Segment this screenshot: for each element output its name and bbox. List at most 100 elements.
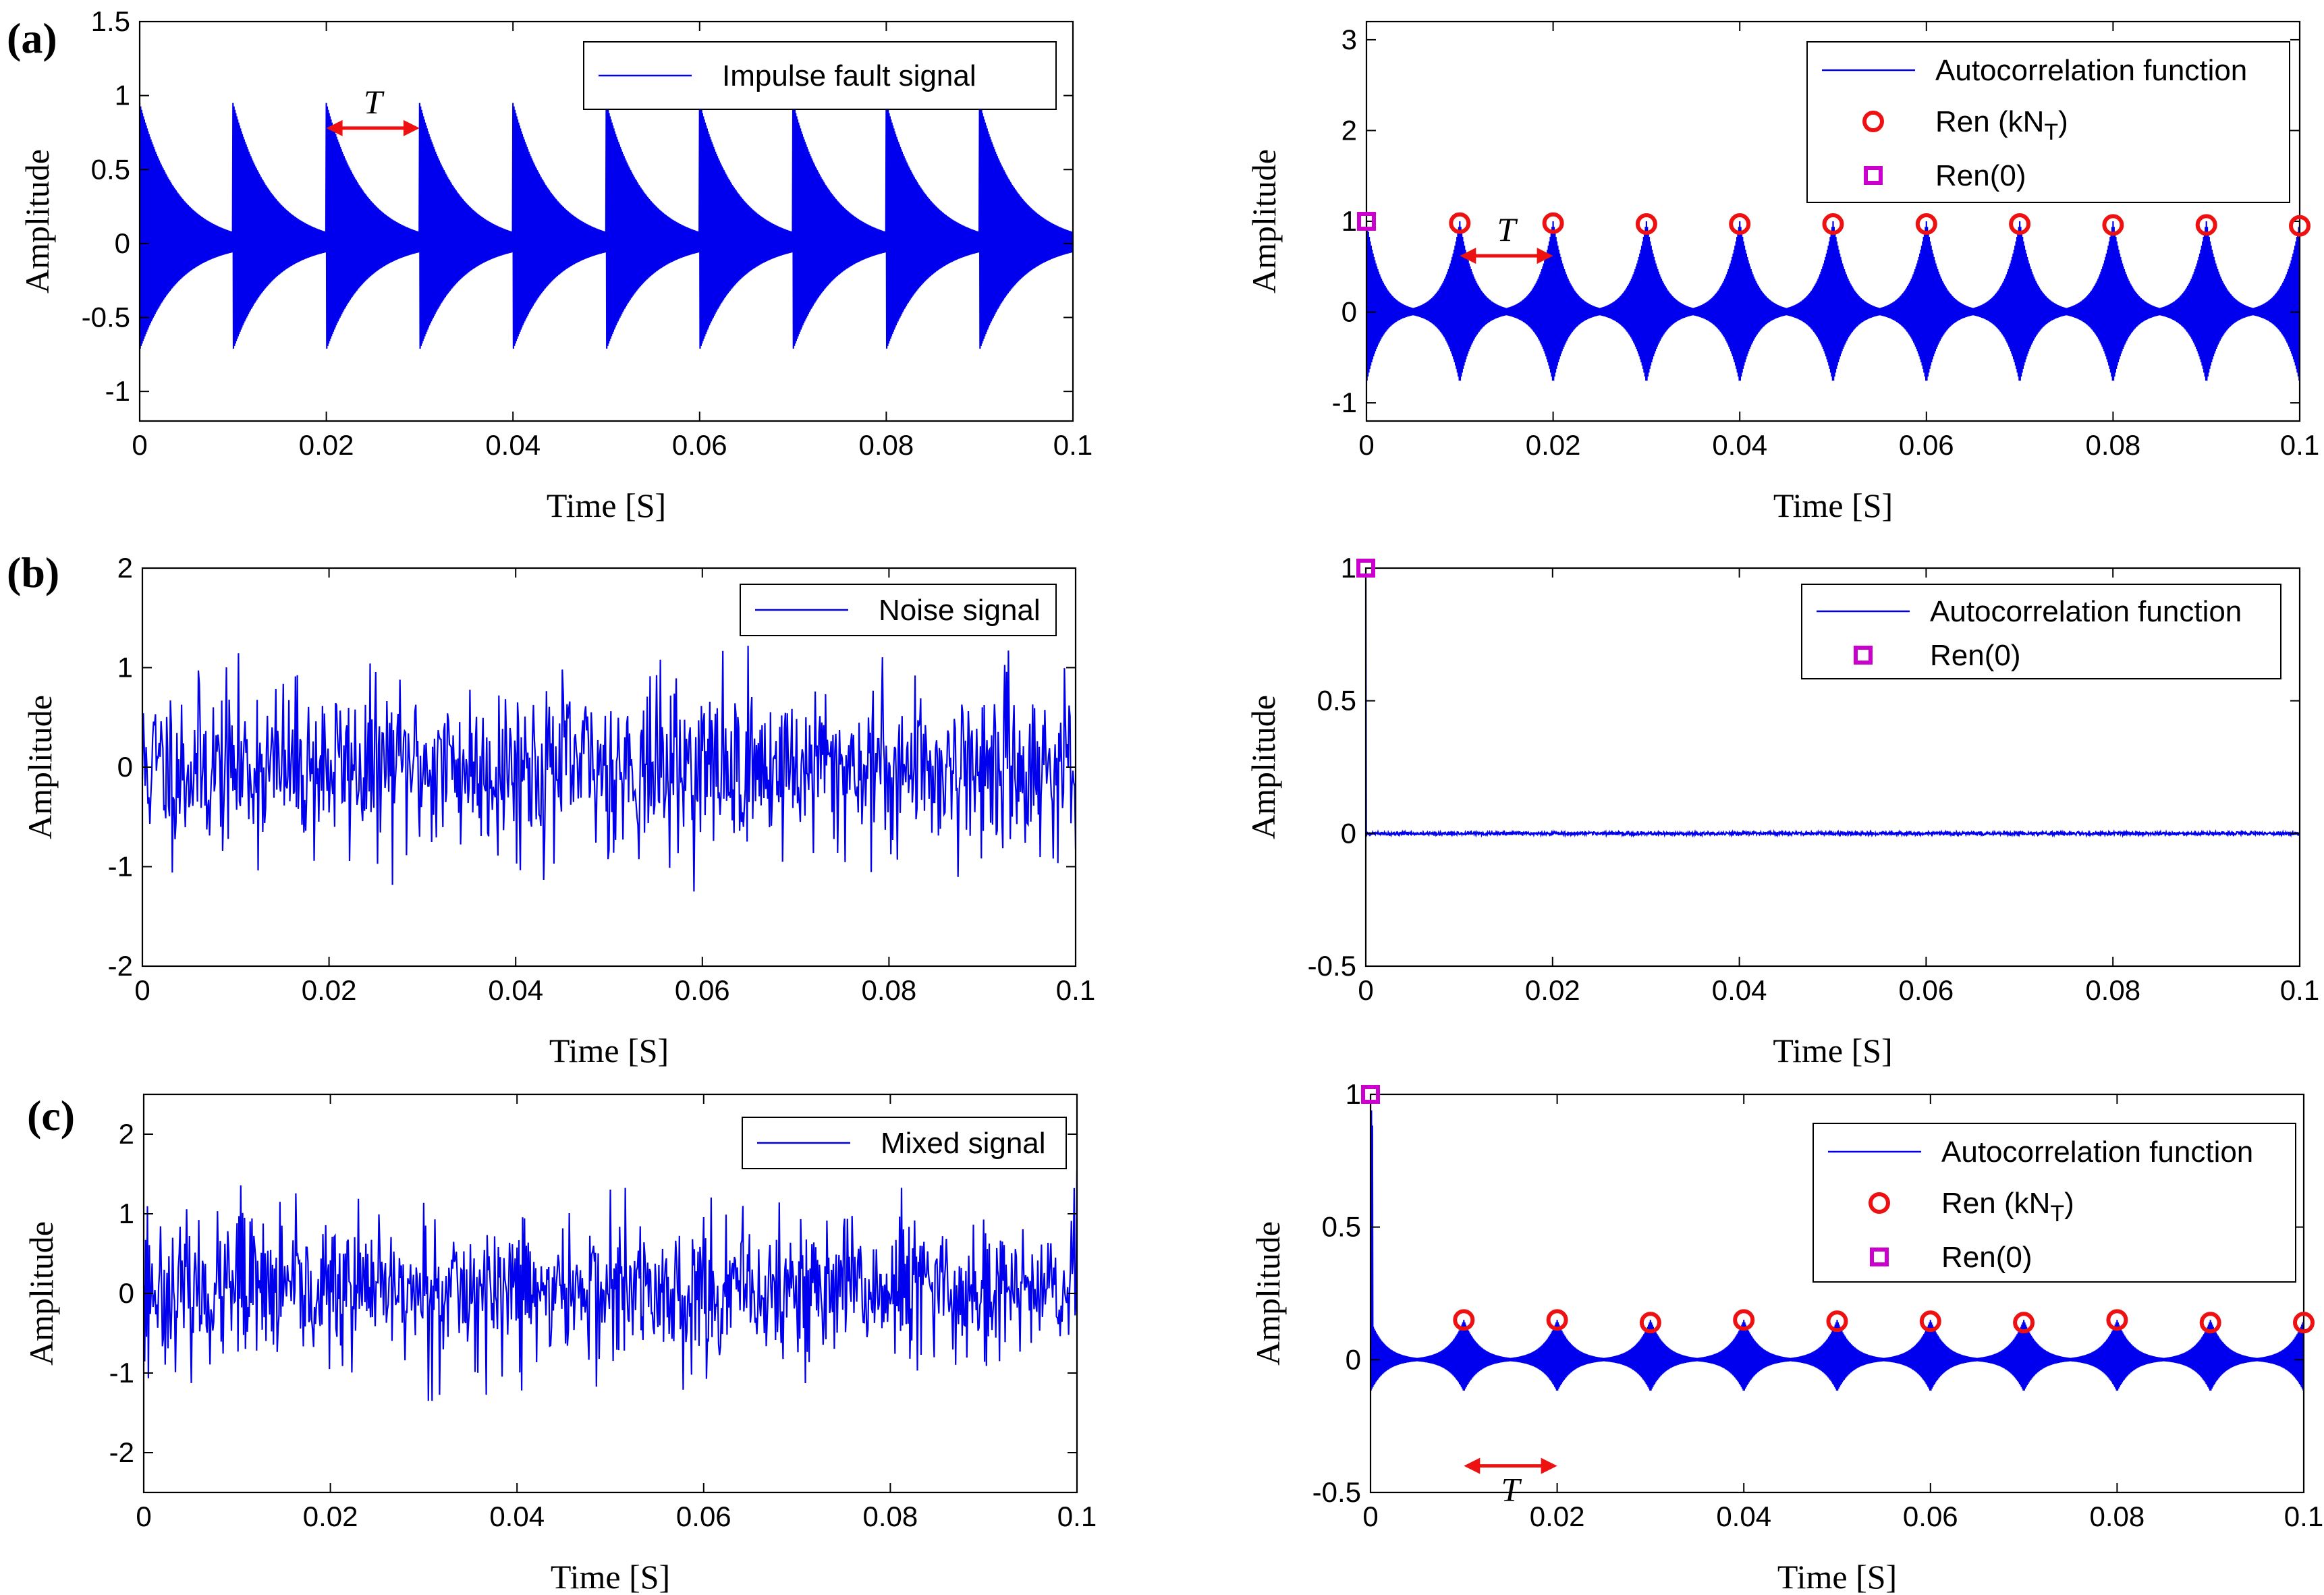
x-tick-label: 0.08 xyxy=(859,429,914,461)
peak-marker-circle xyxy=(1449,212,1471,234)
x-tick-label: 0.06 xyxy=(676,1501,731,1532)
chart-a-left: 0 0.02 0.04 0.06 0.08 0.1 -1 -0.5 0 0.5 1 1.5 Time [… xyxy=(7,5,1092,524)
x-tick-label: 0.08 xyxy=(2086,429,2141,461)
x-tick-label: 0 xyxy=(1362,1501,1378,1532)
y-tick-label: -0.5 xyxy=(82,302,130,333)
zero-marker-square xyxy=(1357,212,1376,231)
legend: Autocorrelation function Ren (kNT) Ren(0) xyxy=(1806,41,2290,203)
y-tick-label: -0.5 xyxy=(1308,950,1356,982)
x-tick-label: 0.04 xyxy=(1712,429,1767,461)
peak-marker-circle xyxy=(1822,213,1844,235)
peak-marker-circle xyxy=(2293,1312,2315,1334)
legend-entry-part: ) xyxy=(2064,1187,2074,1220)
legend-entry: Impulse fault signal xyxy=(722,59,976,92)
series-line-b-left xyxy=(142,646,1076,892)
x-tick-label: 0.06 xyxy=(672,429,727,461)
y-tick-label: 0 xyxy=(1346,1343,1361,1375)
x-tick-label: 0.06 xyxy=(1899,974,1954,1006)
peak-marker-circle xyxy=(1826,1310,1848,1333)
legend-entry-part: Ren (kN xyxy=(1941,1187,2050,1220)
peak-marker-circle xyxy=(2106,1309,2128,1331)
y-axis-label: Amplitude xyxy=(21,695,59,839)
y-axis-label: Amplitude xyxy=(1245,149,1283,293)
y-tick-label: 2 xyxy=(1341,114,1357,146)
x-tick-label: 0.1 xyxy=(2280,429,2319,461)
peak-marker-circle xyxy=(2009,213,2031,235)
x-axis-label: Time [S] xyxy=(1773,1032,1892,1069)
peak-marker-circle xyxy=(2289,215,2311,237)
x-tick-label: 0.02 xyxy=(1530,1501,1585,1532)
legend-box xyxy=(742,1117,1067,1169)
legend-square-swatch xyxy=(1854,646,1873,665)
period-arrow-head-left xyxy=(326,119,343,136)
period-arrow-head-right xyxy=(1537,248,1553,264)
legend-entry: Autocorrelation function xyxy=(1930,595,2242,628)
y-tick-label: 3 xyxy=(1341,24,1357,55)
period-arrow-head-left xyxy=(1460,248,1476,264)
legend-entry-part: ) xyxy=(2058,105,2068,138)
y-tick-label: 0 xyxy=(1341,817,1356,849)
legend-circle-swatch xyxy=(1869,1192,1890,1214)
y-tick-label: -0.5 xyxy=(1312,1476,1361,1508)
y-tick-label: 1.5 xyxy=(91,5,130,37)
panel-label: (b) xyxy=(7,549,59,596)
legend-entry: Autocorrelation function xyxy=(1941,1136,2253,1169)
y-tick-label: 1 xyxy=(115,80,130,111)
x-tick-label: 0 xyxy=(136,1501,151,1532)
peak-marker-circle xyxy=(1635,213,1657,235)
legend: Impulse fault signal xyxy=(583,41,1057,110)
legend-box xyxy=(1801,584,2281,679)
y-tick-label: -1 xyxy=(108,851,133,883)
zero-marker-square xyxy=(1361,1085,1380,1104)
legend: Noise signal xyxy=(740,584,1057,636)
legend: Autocorrelation function Ren (kNT) Ren(0) xyxy=(1813,1123,2296,1283)
y-tick-label: -2 xyxy=(108,950,133,982)
chart-b-left: 0 0.02 0.04 0.06 0.08 0.1 -2 -1 0 1 2 Time [S] Ampli… xyxy=(7,549,1095,1069)
y-tick-label: 0 xyxy=(115,227,130,259)
peak-marker-circle xyxy=(1542,212,1564,234)
x-tick-label: 0.08 xyxy=(863,1501,918,1532)
peak-marker-circle xyxy=(1915,213,1937,235)
period-arrow-head-right xyxy=(1541,1457,1557,1474)
peak-marker-circle xyxy=(1546,1309,1568,1331)
legend-entry: Autocorrelation function xyxy=(1935,54,2247,87)
axes-box xyxy=(1364,567,2301,968)
legend-entry: Noise signal xyxy=(879,594,1041,627)
y-axis-label: Amplitude xyxy=(22,1221,60,1366)
x-tick-label: 0.08 xyxy=(2085,974,2140,1006)
x-tick-label: 0.1 xyxy=(1056,974,1095,1006)
series-line-a-left xyxy=(140,103,1073,349)
legend-square-swatch xyxy=(1870,1248,1889,1266)
legend-entry: Mixed signal xyxy=(881,1127,1046,1160)
axes-box xyxy=(1369,1093,2305,1494)
x-tick-label: 0.06 xyxy=(1899,429,1954,461)
chart-c-left: 0 0.02 0.04 0.06 0.08 0.1 -2 -1 0 1 2 Time [S] Ampli… xyxy=(22,1092,1097,1595)
period-arrow-head-right xyxy=(403,119,420,136)
x-tick-label: 0.1 xyxy=(2284,1501,2323,1532)
peak-marker-circle xyxy=(2195,214,2217,236)
peak-marker-circle xyxy=(1919,1310,1941,1333)
peak-marker-circle xyxy=(1729,213,1751,235)
x-axis-label: Time [S] xyxy=(1773,486,1893,524)
legend-box xyxy=(1813,1123,2296,1283)
y-tick-label: -1 xyxy=(1332,387,1357,418)
x-tick-label: 0.02 xyxy=(1525,974,1580,1006)
y-axis-label: Amplitude xyxy=(18,149,56,293)
x-tick-label: 0.04 xyxy=(1716,1501,1771,1532)
x-tick-label: 0.1 xyxy=(1057,1501,1097,1532)
legend-entry: Ren(0) xyxy=(1935,159,2026,192)
y-tick-label: 1 xyxy=(1341,205,1357,237)
period-label: T xyxy=(1497,211,1518,248)
y-tick-label: 1 xyxy=(119,1198,134,1229)
legend: Autocorrelation function Ren(0) xyxy=(1801,584,2281,679)
legend-entry: Ren (kNT) xyxy=(1941,1187,2074,1227)
y-tick-label: 1 xyxy=(1341,552,1356,584)
period-arrow-head-left xyxy=(1464,1457,1481,1474)
y-tick-label: 0 xyxy=(1341,296,1357,328)
legend-circle-swatch xyxy=(1862,111,1884,132)
legend-entry: Ren (kNT) xyxy=(1935,105,2068,145)
y-tick-label: -1 xyxy=(109,1357,134,1389)
x-tick-label: 0.02 xyxy=(303,1501,358,1532)
x-tick-label: 0.04 xyxy=(489,1501,545,1532)
